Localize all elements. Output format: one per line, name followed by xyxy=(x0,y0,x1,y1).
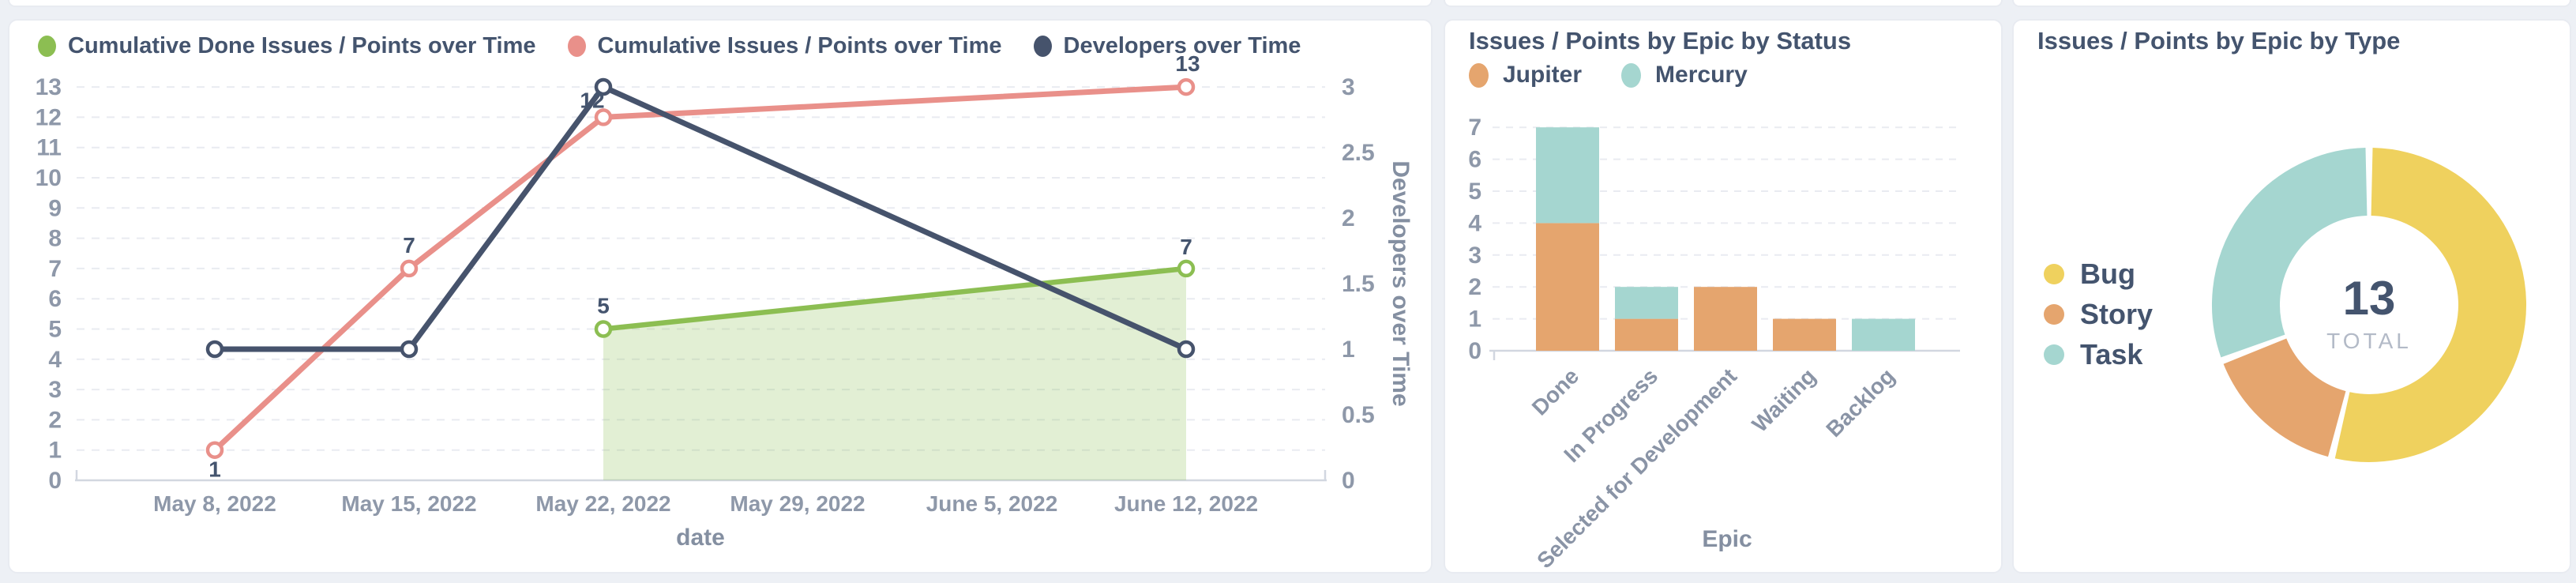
legend-label: Task xyxy=(2080,338,2143,370)
card-stub-left xyxy=(8,0,1433,7)
card-issues-by-status: 0 1 2 3 4 5 6 7 Done In Progress Selected for Deve… xyxy=(1444,19,2003,574)
legend-item-cumulative-issues-points-over-time[interactable]: Cumulative Issues / Points over Time xyxy=(567,33,1002,59)
legend-label: Cumulative Done Issues / Points over Tim… xyxy=(68,33,536,58)
svg-text:1: 1 xyxy=(208,457,221,482)
legend-item-bug[interactable]: Bug xyxy=(2044,258,2135,291)
svg-text:7: 7 xyxy=(1468,115,1481,141)
legend-item-developers-over-time[interactable]: Developers over Time xyxy=(1033,33,1301,59)
task-swatch-icon xyxy=(2044,344,2064,365)
svg-text:6: 6 xyxy=(1468,147,1481,173)
jupiter-swatch-icon xyxy=(1469,62,1489,88)
legend-label: Mercury xyxy=(1655,62,1748,88)
legend-label: Developers over Time xyxy=(1063,33,1301,58)
legend-item-jupiter[interactable]: Jupiter xyxy=(1469,62,1582,88)
svg-text:4: 4 xyxy=(1468,210,1481,236)
svg-text:11: 11 xyxy=(36,135,62,161)
card-issues-by-type: Issues / Points by Epic by Type Bug Story… xyxy=(2012,19,2571,574)
svg-text:1.5: 1.5 xyxy=(1342,271,1375,297)
svg-text:2: 2 xyxy=(1468,274,1481,300)
svg-text:0: 0 xyxy=(1342,468,1355,494)
svg-text:date: date xyxy=(676,525,725,551)
svg-text:May 8, 2022: May 8, 2022 xyxy=(153,491,276,516)
cumulative-issues-points-over-time-swatch-icon xyxy=(567,36,586,57)
donut-chart-legend: Bug Story Task xyxy=(2044,258,2153,371)
legend-item-mercury[interactable]: Mercury xyxy=(1621,62,1748,88)
line-chart-legend: Cumulative Done Issues / Points over Tim… xyxy=(38,33,1301,59)
developers-over-time-swatch-icon xyxy=(1033,36,1052,57)
svg-text:May 15, 2022: May 15, 2022 xyxy=(341,491,476,516)
svg-text:3: 3 xyxy=(48,377,62,403)
donut-chart-title: Issues / Points by Epic by Type xyxy=(2037,27,2401,55)
svg-text:8: 8 xyxy=(48,226,62,252)
svg-text:Epic: Epic xyxy=(1702,526,1752,552)
story-swatch-icon xyxy=(2044,304,2064,325)
svg-text:13: 13 xyxy=(1175,51,1200,76)
svg-text:12: 12 xyxy=(580,88,604,112)
svg-text:12: 12 xyxy=(36,104,62,130)
bar-chart-legend: Jupiter Mercury xyxy=(1469,62,1748,88)
svg-text:6: 6 xyxy=(48,286,62,312)
svg-text:5: 5 xyxy=(1468,179,1481,205)
svg-text:2.5: 2.5 xyxy=(1342,140,1375,166)
legend-item-story[interactable]: Story xyxy=(2044,298,2153,331)
svg-text:7: 7 xyxy=(48,256,62,282)
svg-text:7: 7 xyxy=(1180,235,1192,259)
svg-text:4: 4 xyxy=(48,347,62,373)
svg-text:0: 0 xyxy=(48,468,62,494)
mercury-swatch-icon xyxy=(1621,62,1642,88)
svg-text:Done: Done xyxy=(1527,363,1583,419)
svg-text:0.5: 0.5 xyxy=(1342,402,1375,428)
svg-text:May 29, 2022: May 29, 2022 xyxy=(730,491,865,516)
legend-label: Bug xyxy=(2080,258,2135,290)
svg-text:2: 2 xyxy=(1342,205,1355,231)
bug-swatch-icon xyxy=(2044,264,2064,284)
svg-text:0: 0 xyxy=(1468,338,1481,364)
svg-text:Developers over Time: Developers over Time xyxy=(1388,160,1414,406)
svg-text:7: 7 xyxy=(403,233,415,258)
svg-text:Backlog: Backlog xyxy=(1821,363,1899,442)
svg-text:2: 2 xyxy=(48,407,62,433)
svg-text:10: 10 xyxy=(36,165,62,191)
bar-chart-title: Issues / Points by Epic by Status xyxy=(1469,27,1852,55)
svg-text:1: 1 xyxy=(1342,337,1355,363)
svg-text:May 22, 2022: May 22, 2022 xyxy=(535,491,670,516)
card-stub-right xyxy=(2012,0,2571,7)
svg-text:3: 3 xyxy=(1342,74,1355,100)
svg-text:Waiting: Waiting xyxy=(1748,363,1821,437)
svg-text:June 5, 2022: June 5, 2022 xyxy=(926,491,1058,516)
legend-item-cumulative-done-issues-points-over-time[interactable]: Cumulative Done Issues / Points over Tim… xyxy=(38,33,536,59)
card-cumulative-over-time: 0 1 2 3 4 5 6 7 8 9 10 11 12 13 0 0.5 1 1.5 2 2.5 3 May 8, 20… xyxy=(8,19,1433,574)
svg-text:9: 9 xyxy=(48,195,62,221)
legend-label: Jupiter xyxy=(1503,62,1583,88)
svg-text:13: 13 xyxy=(36,74,62,100)
card-stub-middle xyxy=(1444,0,2003,7)
svg-text:5: 5 xyxy=(597,294,610,318)
legend-item-task[interactable]: Task xyxy=(2044,338,2142,371)
donut-chart-canvas[interactable] xyxy=(2014,21,2570,572)
cumulative-done-issues-points-over-time-swatch-icon xyxy=(38,36,56,57)
svg-text:1: 1 xyxy=(48,438,62,464)
svg-text:3: 3 xyxy=(1468,243,1481,269)
svg-text:1: 1 xyxy=(1468,307,1481,333)
svg-text:5: 5 xyxy=(48,317,62,343)
svg-text:June 12, 2022: June 12, 2022 xyxy=(1114,491,1258,516)
legend-label: Cumulative Issues / Points over Time xyxy=(597,33,1002,58)
legend-label: Story xyxy=(2080,298,2154,330)
